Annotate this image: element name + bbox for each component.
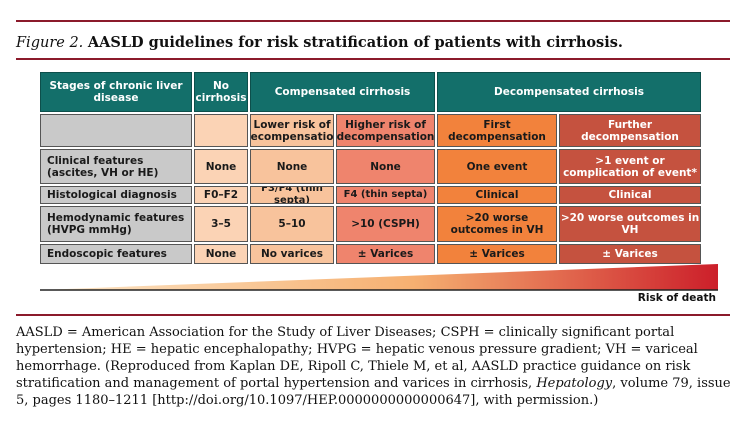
risk-of-death-label: Risk of death [637, 292, 716, 304]
cell-hemodynamic-higher-risk: >10 (CSPH) [336, 206, 435, 242]
footnote-text-2: , volume 79, issue 5, pages 1180–1211 [h… [16, 376, 731, 408]
figure-caption: Figure 2. AASLD guidelines for risk stra… [16, 34, 730, 51]
footnote: AASLD = American Association for the Stu… [16, 324, 732, 409]
cell-clinical-no-cirrhosis: None [194, 149, 248, 184]
header-compensated: Compensated cirrhosis [250, 72, 435, 112]
top-rule [16, 20, 730, 22]
cell-clinical-first: One event [437, 149, 557, 184]
caption-title: AASLD guidelines for risk stratification… [87, 34, 623, 51]
cell-histological-lower-risk: F3/F4 (thin septa) [250, 186, 334, 204]
caption-rule [16, 58, 730, 60]
cell-endoscopic-no-cirrhosis: None [194, 244, 248, 264]
cell-clinical-further: >1 event or complication of event* [559, 149, 701, 184]
subheader-further-decompensation: Further decompensation [559, 114, 701, 147]
footnote-journal: Hepatology [536, 376, 613, 391]
row-label-clinical: Clinical features (ascites, VH or HE) [40, 149, 192, 184]
header-no-cirrhosis: No cirrhosis [194, 72, 248, 112]
cell-histological-further: Clinical [559, 186, 701, 204]
row-label-hemodynamic: Hemodynamic features (HVPG mmHg) [40, 206, 192, 242]
cell-histological-higher-risk: F4 (thin septa) [336, 186, 435, 204]
cell-endoscopic-first: ± Varices [437, 244, 557, 264]
cell-hemodynamic-first: >20 worse outcomes in VH [437, 206, 557, 242]
header-stages: Stages of chronic liver disease [40, 72, 192, 112]
cell-clinical-higher-risk: None [336, 149, 435, 184]
cell-histological-first: Clinical [437, 186, 557, 204]
header-decompensated: Decompensated cirrhosis [437, 72, 701, 112]
cell-endoscopic-lower-risk: No varices [250, 244, 334, 264]
cell-histological-no-cirrhosis: F0–F2 [194, 186, 248, 204]
row-label-histological: Histological diagnosis [40, 186, 192, 204]
subheader-higher-risk: Higher risk of decompensation [336, 114, 435, 147]
cell-clinical-lower-risk: None [250, 149, 334, 184]
risk-gradient-wedge [40, 264, 718, 291]
footnote-text-1: AASLD = American Association for the Stu… [16, 325, 698, 391]
row-label-endoscopic: Endoscopic features [40, 244, 192, 264]
cell-hemodynamic-further: >20 worse outcomes in VH [559, 206, 701, 242]
cell-hemodynamic-lower-risk: 5–10 [250, 206, 334, 242]
caption-label: Figure 2. [16, 35, 84, 51]
footnote-rule [16, 314, 730, 316]
subheader-blank [40, 114, 192, 147]
cell-hemodynamic-no-cirrhosis: 3–5 [194, 206, 248, 242]
risk-stratification-table: Stages of chronic liver disease No cirrh… [40, 72, 701, 264]
subheader-first-decompensation: First decompensation [437, 114, 557, 147]
subheader-lower-risk: Lower risk of decompensation [250, 114, 334, 147]
cell-endoscopic-higher-risk: ± Varices [336, 244, 435, 264]
cell-endoscopic-further: ± Varices [559, 244, 701, 264]
subheader-no-cirrhosis-blank [194, 114, 248, 147]
risk-wedge-shape [40, 264, 718, 290]
